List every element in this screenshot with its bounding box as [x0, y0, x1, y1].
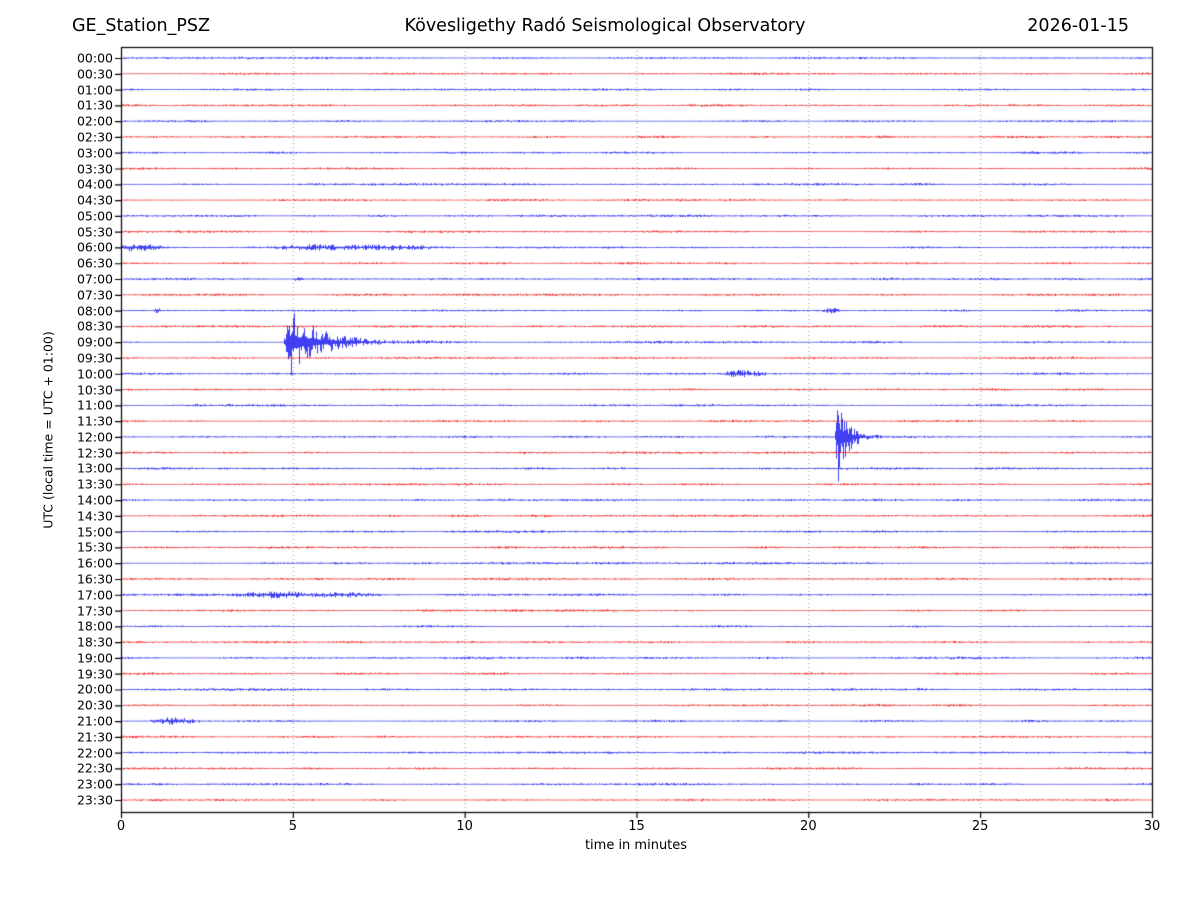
row-time-label: 21:00 — [76, 713, 113, 729]
row-time-label: 18:00 — [76, 618, 113, 634]
row-time-label: 19:00 — [76, 650, 113, 666]
row-time-label: 11:30 — [76, 413, 113, 429]
row-time-label: 07:30 — [76, 287, 113, 303]
row-time-label: 00:30 — [76, 66, 113, 82]
row-time-label: 04:00 — [76, 176, 113, 192]
row-time-label: 10:30 — [76, 382, 113, 398]
row-time-label: 15:00 — [76, 524, 113, 540]
x-tick-label: 30 — [1143, 819, 1161, 834]
x-axis-label: time in minutes — [584, 838, 688, 853]
row-time-label: 09:00 — [76, 334, 113, 350]
x-tick-label: 20 — [800, 819, 817, 834]
row-time-label: 14:30 — [76, 508, 113, 524]
row-time-label: 18:30 — [76, 634, 113, 650]
x-tick-label: 10 — [456, 819, 473, 834]
row-time-label: 22:00 — [76, 745, 113, 761]
row-time-label: 06:30 — [76, 255, 113, 271]
x-tick-label: 5 — [288, 819, 297, 834]
row-time-label: 12:30 — [76, 445, 113, 461]
row-time-label: 10:00 — [76, 366, 113, 382]
row-time-label: 17:30 — [76, 603, 113, 619]
x-tick-label: 15 — [628, 819, 645, 834]
row-time-label: 03:30 — [76, 161, 113, 176]
row-time-label: 05:30 — [76, 224, 113, 240]
x-tick-label: 25 — [971, 819, 989, 834]
row-time-label: 01:30 — [76, 97, 113, 113]
row-time-label: 23:30 — [76, 792, 113, 808]
row-time-label: 13:30 — [76, 476, 113, 492]
row-time-label: 17:00 — [76, 587, 113, 603]
row-time-label: 07:00 — [76, 271, 113, 287]
row-time-label: 06:00 — [76, 239, 113, 255]
row-time-label: 02:00 — [76, 113, 113, 129]
row-time-label: 23:00 — [76, 776, 113, 792]
row-time-label: 21:30 — [76, 729, 113, 745]
row-time-label: 19:30 — [76, 666, 113, 682]
row-time-label: 00:00 — [76, 50, 113, 66]
row-time-label: 14:00 — [76, 492, 113, 508]
row-time-label: 08:30 — [76, 318, 113, 334]
row-time-label: 02:30 — [76, 129, 113, 145]
row-time-label: 05:00 — [76, 208, 113, 224]
row-time-label: 16:00 — [76, 555, 113, 571]
row-time-label: 12:00 — [76, 429, 113, 445]
x-tick-label: 0 — [116, 819, 126, 834]
row-time-label: 08:00 — [76, 303, 113, 319]
date-title: 2026-01-15 — [1027, 16, 1129, 36]
row-time-label: 09:30 — [76, 350, 113, 366]
row-time-label: 20:30 — [76, 697, 113, 713]
station-title: GE_Station_PSZ — [72, 16, 210, 36]
row-time-label: 15:30 — [76, 539, 113, 555]
observatory-title: Kövesligethy Radó Seismological Observat… — [404, 16, 806, 36]
row-time-label: 11:00 — [76, 397, 113, 413]
row-time-label: 22:30 — [76, 760, 113, 776]
row-time-label: 04:30 — [76, 192, 113, 208]
row-time-label: 03:00 — [76, 145, 113, 161]
row-time-label: 13:00 — [76, 460, 113, 476]
row-time-label: 01:00 — [76, 82, 113, 98]
row-time-label: 20:00 — [76, 681, 113, 697]
row-time-label: 16:30 — [76, 571, 113, 587]
